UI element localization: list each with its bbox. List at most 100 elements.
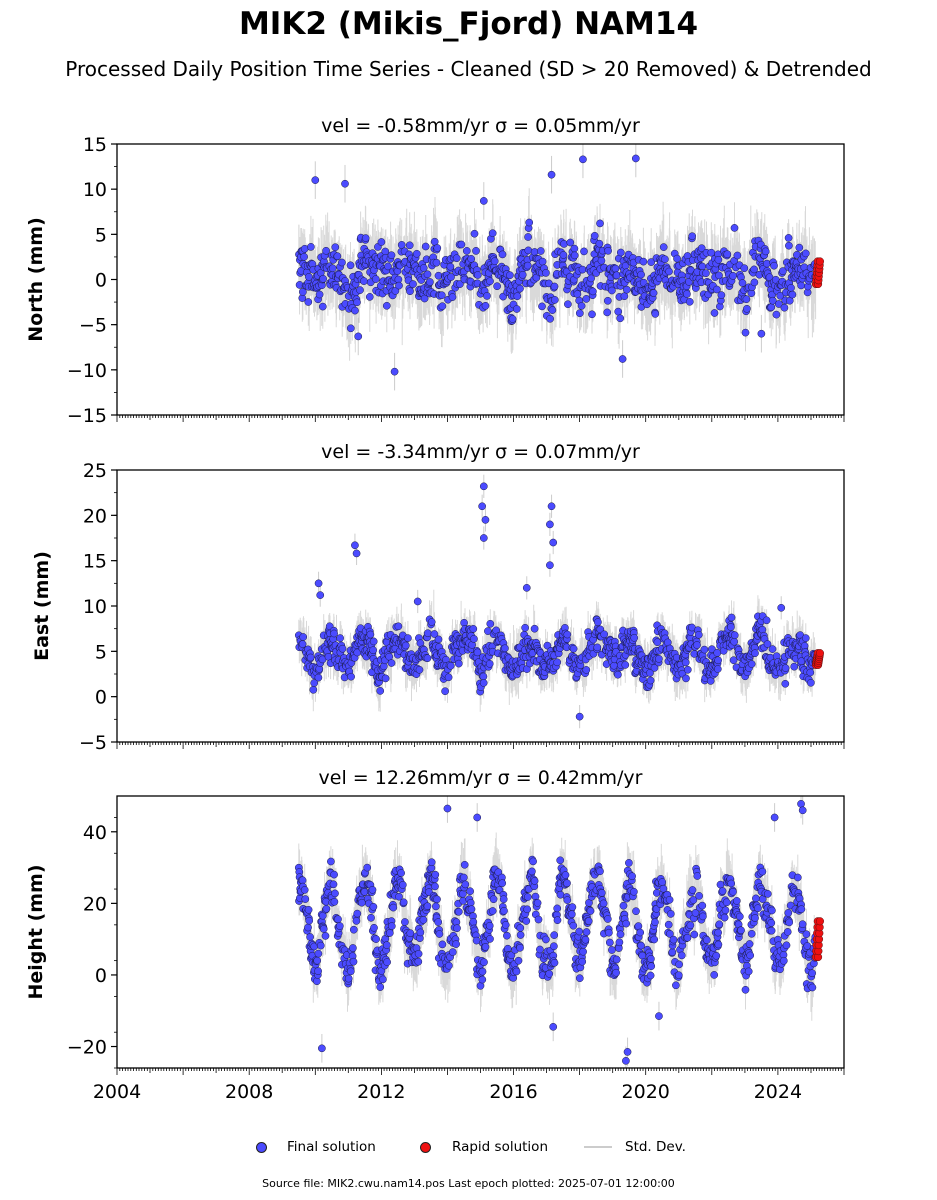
data-point [637, 270, 645, 279]
data-point [693, 641, 701, 649]
data-point [669, 935, 678, 944]
data-point [767, 926, 776, 935]
data-point [668, 948, 677, 957]
data-point [589, 287, 597, 296]
data-point [780, 303, 789, 312]
data-point [695, 892, 703, 900]
panel-2: vel = -3.34mm/yr σ = 0.07mm/yr East (mm) −… [31, 441, 845, 754]
data-point [516, 931, 525, 939]
data-point [382, 941, 391, 949]
data-point [553, 916, 562, 925]
data-point [729, 272, 737, 280]
outlier-point [341, 179, 349, 188]
data-point [569, 921, 578, 930]
data-point [573, 290, 582, 298]
y-tick-label: 5 [95, 641, 107, 663]
outlier-point [314, 579, 323, 588]
legend-final-label: Final solution [287, 1139, 376, 1155]
data-point [768, 645, 777, 653]
data-point [523, 905, 532, 914]
data-point [586, 907, 595, 915]
data-point [636, 928, 645, 937]
rapid-solution-points [811, 649, 825, 669]
data-point [490, 257, 499, 266]
data-point [314, 967, 322, 975]
data-point [615, 938, 624, 947]
data-point [612, 955, 621, 964]
data-point [383, 958, 391, 966]
data-point [621, 661, 630, 669]
data-point [382, 301, 391, 310]
data-point [485, 659, 494, 668]
data-point [435, 930, 444, 938]
data-point [808, 983, 817, 992]
data-point [488, 229, 497, 238]
data-point [304, 923, 312, 932]
data-point [486, 619, 495, 628]
data-point [658, 878, 667, 886]
data-point [729, 656, 738, 665]
data-point [708, 645, 716, 654]
data-point [467, 255, 476, 263]
data-point [588, 310, 596, 319]
data-point [305, 273, 313, 281]
panel-2-series [294, 474, 825, 729]
data-point [745, 940, 754, 948]
legend: Final solution Rapid solution Std. Dev. [0, 1136, 937, 1158]
data-point [675, 960, 683, 969]
data-point [807, 678, 815, 687]
panel-2-ylabel: East (mm) [31, 551, 53, 661]
data-point [529, 857, 537, 866]
data-point [801, 249, 810, 258]
data-point [470, 229, 479, 238]
data-point [754, 904, 762, 913]
y-tick-label: 10 [83, 596, 107, 618]
data-point [360, 277, 368, 285]
outlier-point [547, 170, 556, 179]
panel-1-title: vel = -0.58mm/yr σ = 0.05mm/yr [321, 115, 640, 137]
data-point [512, 305, 521, 313]
data-point [661, 255, 669, 264]
data-point [782, 941, 791, 950]
x-tick-label: 2020 [622, 1081, 670, 1103]
data-point [528, 867, 536, 876]
data-point [783, 928, 792, 936]
data-point [434, 918, 443, 926]
data-point [542, 935, 550, 944]
data-point [563, 630, 572, 639]
data-point [525, 218, 534, 227]
panel-1: vel = -0.58mm/yr σ = 0.05mm/yr North (mm)… [25, 115, 845, 427]
data-point [314, 949, 323, 958]
data-point [395, 892, 403, 901]
data-point [313, 977, 321, 986]
data-point [741, 985, 750, 994]
y-tick-label: 15 [83, 134, 107, 156]
data-point [664, 920, 673, 929]
data-point [559, 251, 568, 259]
data-point [415, 665, 424, 674]
data-point [714, 940, 723, 949]
data-point [806, 668, 815, 677]
data-point [611, 264, 620, 273]
data-point [486, 277, 494, 286]
rapid-point [815, 257, 825, 266]
data-point [368, 885, 377, 894]
data-point [459, 889, 467, 898]
data-point [454, 659, 463, 668]
data-point [746, 951, 755, 960]
data-point [727, 879, 736, 888]
data-point [299, 633, 308, 641]
outlier-point [351, 541, 359, 550]
data-point [699, 912, 707, 921]
data-point [334, 915, 342, 924]
y-tick-label: −15 [67, 405, 107, 427]
data-point [376, 687, 385, 695]
outlier-point [631, 154, 640, 163]
data-point [433, 244, 442, 252]
data-point [437, 291, 446, 300]
data-point [304, 298, 313, 306]
data-point [797, 905, 806, 914]
data-point [563, 879, 571, 888]
data-point [747, 929, 756, 938]
data-point [307, 243, 315, 251]
